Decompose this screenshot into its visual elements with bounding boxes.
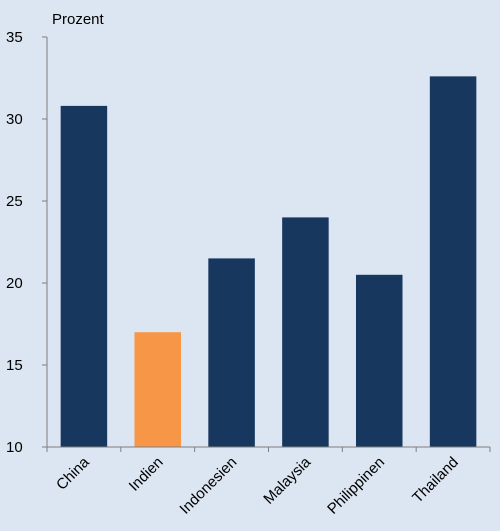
y-tick-label: 20 xyxy=(6,275,23,292)
y-tick-label: 15 xyxy=(6,357,23,374)
bar xyxy=(282,217,329,447)
y-axis-label: Prozent xyxy=(52,11,105,28)
y-tick-label: 30 xyxy=(6,111,23,128)
bar xyxy=(60,105,108,447)
y-tick-label: 10 xyxy=(6,439,23,456)
bar xyxy=(134,332,182,447)
bar xyxy=(429,76,477,448)
bar xyxy=(355,274,403,447)
y-tick-label: 25 xyxy=(6,193,23,210)
bar xyxy=(208,258,255,447)
y-tick-label: 35 xyxy=(6,29,23,46)
